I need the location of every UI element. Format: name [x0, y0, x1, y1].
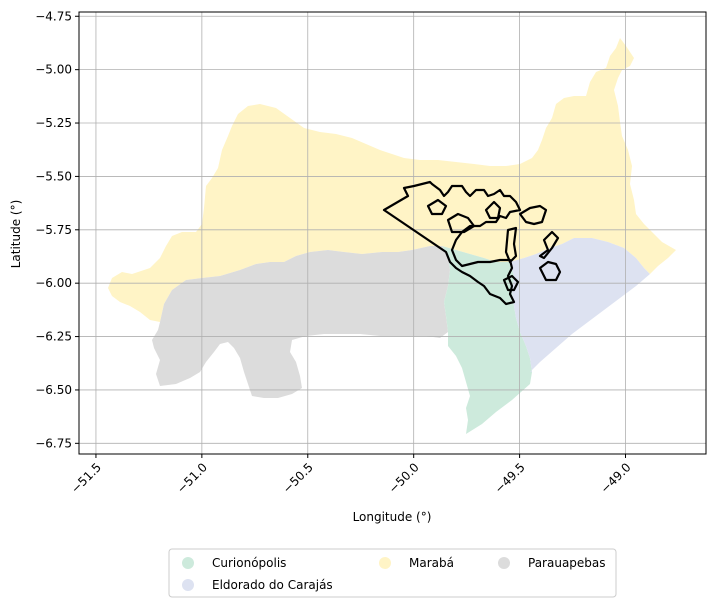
- overlay-outline-main: [382, 180, 522, 306]
- region-eldorado: [510, 238, 650, 372]
- overlay-outline-piece: [502, 274, 520, 292]
- x-tick-label: −51.0: [174, 460, 210, 496]
- x-tick-label: −49.0: [598, 460, 634, 496]
- y-tick-label: −6.00: [35, 276, 72, 290]
- legend-marker: [379, 557, 391, 569]
- overlay-outline-piece: [484, 200, 502, 220]
- grid-lines: [79, 12, 706, 454]
- y-axis-title: Latitude (°): [9, 200, 23, 269]
- legend-item: Curionópolis: [182, 556, 286, 570]
- x-axis: −51.5 −51.0 −50.5 −50.0 −49.5 −49.0: [68, 454, 634, 496]
- legend-marker: [498, 557, 510, 569]
- y-tick-label: −5.50: [35, 169, 72, 183]
- y-tick-label: −5.75: [35, 223, 72, 237]
- legend-label: Eldorado do Carajás: [212, 578, 333, 592]
- overlay-outline-piece: [504, 226, 518, 264]
- x-tick-label: −50.0: [386, 460, 422, 496]
- legend-label: Marabá: [409, 556, 454, 570]
- y-tick-label: −6.75: [35, 436, 72, 450]
- y-tick-label: −5.25: [35, 116, 72, 130]
- legend-item: Marabá: [379, 556, 454, 570]
- x-tick-label: −49.5: [492, 460, 528, 496]
- overlay-outline-piece: [426, 198, 448, 216]
- overlay-outline-piece: [538, 260, 562, 282]
- region-parauapebas: [152, 246, 450, 398]
- x-tick-label: −51.5: [68, 460, 104, 496]
- overlay-outlines: [382, 180, 562, 306]
- y-tick-label: −5.00: [35, 63, 72, 77]
- x-axis-title: Longitude (°): [353, 510, 432, 524]
- overlay-outline-piece: [538, 230, 560, 260]
- y-tick-label: −6.25: [35, 330, 72, 344]
- legend-label: Curionópolis: [212, 556, 286, 570]
- legend-label: Parauapebas: [528, 556, 606, 570]
- y-tick-label: −6.50: [35, 383, 72, 397]
- overlay-outline-piece: [446, 212, 476, 234]
- axes-frame: [78, 11, 707, 455]
- legend: Curionópolis Eldorado do Carajás Marabá Par…: [168, 548, 617, 598]
- legend-marker: [182, 579, 194, 591]
- legend-item: Eldorado do Carajás: [182, 578, 333, 592]
- legend-marker: [182, 557, 194, 569]
- legend-item: Parauapebas: [498, 556, 606, 570]
- x-tick-label: −50.5: [280, 460, 316, 496]
- y-tick-label: −4.75: [35, 9, 72, 23]
- region-maraba: [108, 38, 676, 322]
- overlay-outline-piece: [518, 204, 548, 226]
- y-axis: −4.75 −5.00 −5.25 −5.50 −5.75 −6.00 −6.25 −6.50…: [35, 9, 79, 450]
